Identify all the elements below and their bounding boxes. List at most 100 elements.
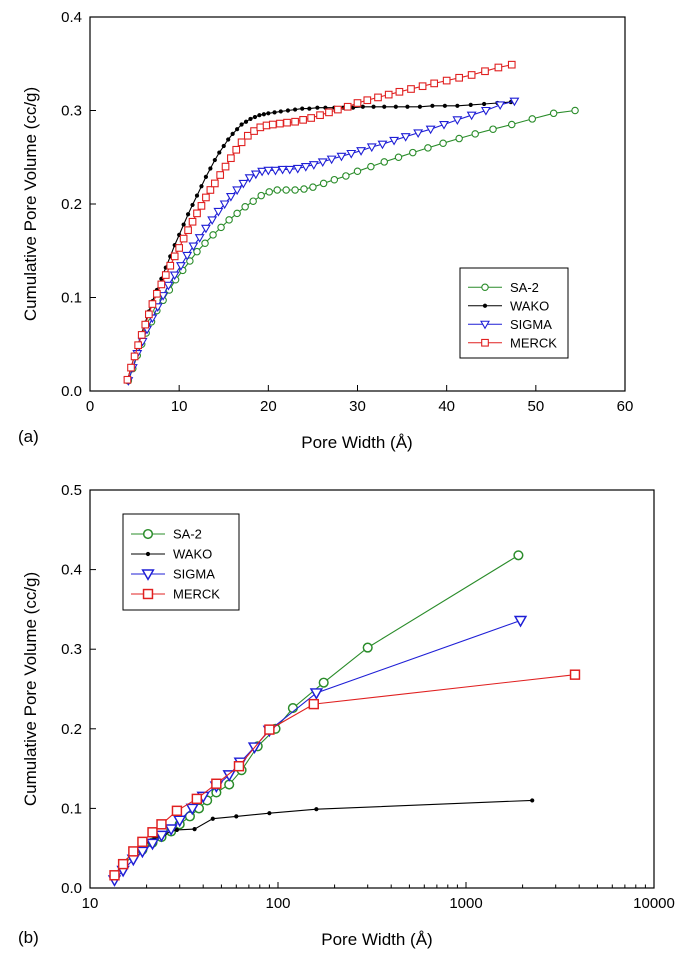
data-point-merck — [467, 71, 476, 79]
data-point-wako — [292, 107, 298, 112]
data-point-wako — [442, 103, 447, 108]
data-point-sa-2 — [249, 197, 257, 205]
data-point-sa-2 — [455, 134, 463, 143]
data-point-wako — [455, 103, 460, 108]
y-axis-label-b: Cumulative Pore Volume (cc/g) — [21, 572, 40, 806]
data-point-merck — [232, 145, 241, 154]
data-point-sigma — [225, 192, 236, 202]
data-point-wako — [190, 202, 195, 208]
data-point-merck — [137, 331, 146, 339]
data-point-merck — [128, 846, 139, 857]
data-point-merck — [127, 363, 135, 372]
data-point-wako — [194, 193, 200, 198]
data-point-sa-2 — [186, 257, 194, 265]
data-point-merck — [363, 96, 372, 105]
data-point-sigma — [389, 136, 400, 146]
legend-marker-wako — [145, 551, 151, 557]
legend-label-merck: MERCK — [173, 587, 220, 602]
data-point-sigma — [185, 803, 199, 816]
data-point-wako — [212, 157, 217, 163]
data-point-wako — [235, 127, 240, 132]
data-point-merck — [407, 85, 415, 93]
data-point-wako — [267, 811, 272, 816]
x-tick-label-a: 10 — [171, 398, 188, 415]
legend-label-sa-2: SA-2 — [173, 527, 202, 542]
data-point-wako — [266, 111, 271, 116]
y-tick-label-b: 0.5 — [61, 482, 82, 499]
data-point-sigma — [244, 174, 255, 183]
y-tick-label-b: 0.4 — [61, 562, 82, 579]
x-tick-label-a: 20 — [260, 398, 277, 415]
data-point-merck — [233, 761, 245, 772]
data-point-wako — [221, 143, 226, 149]
data-point-wako — [261, 112, 266, 117]
data-point-merck — [569, 669, 581, 680]
data-point-merck — [283, 118, 291, 127]
panel-label-b: (b) — [18, 928, 39, 947]
data-point-sigma — [277, 165, 288, 175]
data-point-sigma — [400, 133, 411, 142]
legend-label-sigma: SIGMA — [173, 567, 215, 582]
data-point-sigma — [188, 242, 199, 252]
data-point-merck — [374, 93, 382, 102]
data-point-merck — [268, 120, 277, 129]
data-point-merck — [170, 252, 179, 261]
data-point-merck — [145, 310, 153, 319]
data-point-merck — [418, 82, 427, 91]
legend-label-merck: MERCK — [510, 335, 557, 350]
data-point-sa-2 — [217, 223, 225, 232]
data-point-sa-2 — [309, 183, 317, 191]
data-point-sa-2 — [513, 550, 524, 561]
data-point-wako — [181, 222, 186, 227]
data-point-merck — [216, 171, 225, 179]
data-point-sigma — [336, 152, 347, 162]
y-tick-label-a: 0.4 — [61, 9, 82, 26]
data-point-merck — [507, 60, 516, 69]
data-point-sa-2 — [330, 175, 339, 184]
data-point-sa-2 — [209, 231, 217, 239]
data-point-merck — [276, 119, 284, 128]
y-tick-label-b: 0.3 — [61, 641, 82, 658]
x-tick-label-a: 40 — [438, 398, 455, 415]
legend-label-wako: WAKO — [173, 547, 212, 562]
data-point-merck — [221, 162, 230, 171]
x-tick-label-a: 50 — [527, 398, 544, 415]
data-point-sa-2 — [273, 186, 281, 194]
data-point-sigma — [213, 207, 224, 217]
data-point-sa-2 — [233, 209, 241, 218]
y-tick-label-b: 0.1 — [61, 800, 82, 817]
data-point-wako — [314, 807, 319, 812]
data-point-merck — [227, 154, 235, 163]
data-point-sigma — [466, 111, 477, 121]
data-point-wako — [174, 827, 180, 832]
data-point-sa-2 — [489, 125, 497, 133]
series-line-merck — [114, 674, 576, 876]
data-point-merck — [141, 320, 150, 329]
data-point-sa-2 — [409, 148, 417, 157]
data-point-sa-2 — [225, 216, 233, 224]
legend-marker-wako — [482, 303, 488, 308]
data-point-sigma — [308, 161, 319, 170]
data-point-sigma — [182, 251, 193, 261]
data-point-merck — [307, 114, 315, 122]
data-point-sigma — [164, 824, 178, 836]
data-point-merck — [175, 244, 184, 252]
data-point-sigma — [169, 271, 180, 281]
series-sigma-a — [123, 97, 520, 386]
x-tick-label-b: 1000 — [449, 895, 482, 912]
legend-label-sigma: SIGMA — [510, 317, 552, 332]
data-point-sigma — [439, 120, 449, 130]
plot-frame-b — [89, 489, 655, 889]
data-point-merck — [494, 63, 503, 72]
legend-marker-merck — [142, 588, 154, 600]
legend-label-wako: WAKO — [510, 298, 549, 313]
data-point-wako — [300, 106, 305, 111]
data-point-wako — [393, 104, 398, 109]
data-point-sigma — [513, 615, 528, 628]
data-point-merck — [188, 217, 197, 226]
data-point-sa-2 — [319, 179, 328, 188]
data-point-sa-2 — [380, 158, 388, 166]
data-point-sigma — [200, 224, 211, 234]
data-point-sa-2 — [353, 167, 362, 176]
